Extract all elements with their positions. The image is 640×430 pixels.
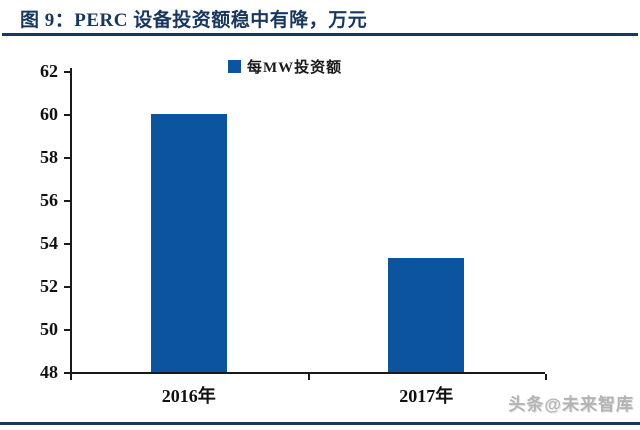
y-tick-label: 58 <box>40 147 58 167</box>
legend-swatch-icon <box>228 60 241 73</box>
y-tick-mark <box>64 286 70 288</box>
y-tick-label: 48 <box>40 362 58 382</box>
y-tick-mark <box>64 157 70 159</box>
y-tick-label: 56 <box>40 190 58 210</box>
y-tick-mark <box>64 200 70 202</box>
y-tick-label: 60 <box>40 104 58 124</box>
x-tick-mark <box>307 374 310 380</box>
x-tick-mark <box>545 374 547 380</box>
chart-legend: 每MW投资额 <box>228 56 342 77</box>
bottom-divider <box>0 422 640 425</box>
y-tick-mark <box>64 372 70 374</box>
x-tick-mark <box>70 374 72 380</box>
legend-label: 每MW投资额 <box>247 60 343 76</box>
y-tick-mark <box>64 329 70 331</box>
y-axis-line <box>70 68 72 374</box>
x-axis-line <box>70 372 545 374</box>
y-tick-mark <box>64 71 70 73</box>
y-tick-mark <box>64 114 70 116</box>
watermark: 头条@未来智库 <box>508 395 634 414</box>
x-category-label: 2017年 <box>399 386 454 406</box>
y-tick-label: 52 <box>40 276 58 296</box>
bar <box>150 114 227 372</box>
x-category-label: 2016年 <box>161 386 216 406</box>
y-tick-label: 54 <box>40 233 58 253</box>
y-tick-label: 62 <box>40 61 58 81</box>
figure-title: 图 9：PERC 设备投资额稳中有降，万元 <box>20 10 368 31</box>
title-underline <box>2 33 638 36</box>
bar <box>388 258 465 372</box>
y-tick-mark <box>64 243 70 245</box>
y-tick-label: 50 <box>40 319 58 339</box>
